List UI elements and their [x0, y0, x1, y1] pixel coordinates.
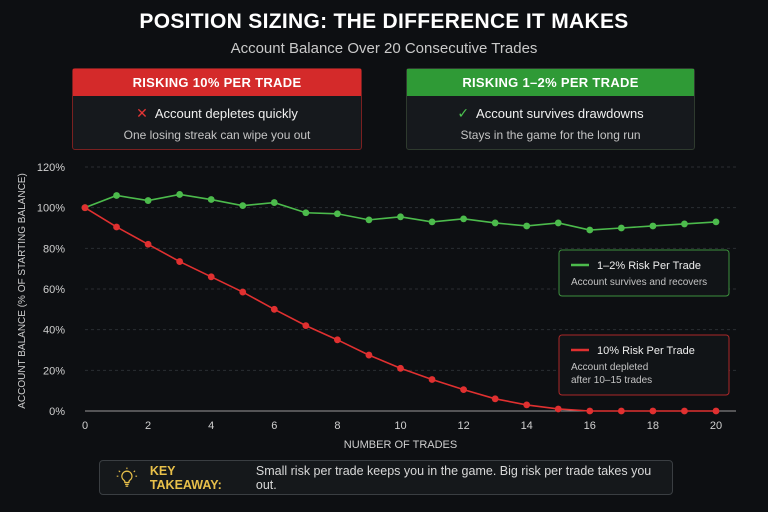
data-point: [334, 336, 341, 344]
data-point: [649, 407, 657, 415]
data-point: [586, 407, 594, 415]
x-tick-label: 20: [710, 420, 722, 432]
key-takeaway-text: Small risk per trade keeps you in the ga…: [255, 463, 652, 492]
data-point: [712, 218, 720, 226]
data-point: [681, 407, 688, 415]
legend-box: [558, 334, 730, 396]
data-point: [460, 215, 467, 223]
data-point: [365, 216, 373, 224]
data-point: [491, 395, 499, 403]
data-point: [302, 322, 310, 329]
data-point: [270, 305, 278, 313]
data-point: [491, 219, 499, 227]
x-tick-label: 8: [334, 420, 340, 432]
data-point: [554, 219, 562, 227]
y-tick-label: 0%: [49, 406, 65, 418]
data-point: [239, 202, 247, 210]
data-point: [81, 204, 89, 212]
data-point: [460, 386, 467, 394]
data-point: [397, 213, 404, 221]
data-point: [617, 224, 625, 232]
data-point: [649, 222, 657, 230]
data-point: [523, 222, 531, 230]
data-point: [302, 209, 310, 217]
data-point: [681, 220, 688, 228]
high-risk-card-line1: Account depletes quickly: [154, 106, 298, 121]
data-point: [239, 288, 247, 296]
data-point: [207, 196, 215, 203]
key-takeaway-label: KEY TAKEAWAY:: [149, 463, 222, 492]
high-risk-card: RISKING 10% PER TRADE ✕ Account depletes …: [72, 68, 362, 150]
legend-label: 10% Risk Per Trade: [597, 345, 695, 357]
data-point: [270, 199, 278, 206]
y-tick-label: 40%: [43, 325, 65, 337]
data-point: [176, 191, 184, 198]
data-point: [176, 258, 184, 265]
high-risk-card-heading: RISKING 10% PER TRADE: [73, 69, 361, 96]
data-point: [586, 226, 594, 234]
data-point: [428, 218, 436, 226]
data-point: [113, 223, 120, 231]
check-icon: ✓: [457, 105, 470, 121]
x-tick-label: 2: [145, 420, 151, 432]
y-tick-label: 80%: [43, 243, 65, 255]
data-point: [523, 401, 531, 409]
balance-line-chart: 0% 20% 40% 60% 80% 100% 120% 0 2 4 6 8 10 12 14 16 18 20 N…: [17, 162, 736, 451]
low-risk-card-heading: RISKING 1–2% PER TRADE: [407, 69, 694, 96]
y-axis-label: ACCOUNT BALANCE (% OF STARTING BALANCE): [17, 173, 28, 409]
lightbulb-icon: [116, 467, 138, 487]
x-tick-label: 10: [394, 420, 406, 432]
low-risk-card-line1: Account survives drawdowns: [476, 106, 644, 121]
cross-icon: ✕: [136, 105, 148, 121]
y-tick-label: 20%: [43, 365, 65, 377]
x-tick-label: 4: [208, 420, 214, 432]
page-subtitle: Account Balance Over 20 Consecutive Trad…: [230, 40, 538, 57]
data-point: [365, 351, 373, 359]
y-tick-label: 60%: [43, 284, 65, 296]
y-tick-label: 100%: [37, 203, 65, 215]
low-risk-card-line2: Stays in the game for the long run: [460, 128, 641, 142]
x-tick-label: 12: [457, 420, 469, 432]
x-tick-label: 16: [584, 420, 596, 432]
legend-note: after 10–15 trades: [571, 375, 652, 386]
data-point: [554, 405, 562, 413]
low-risk-card: RISKING 1–2% PER TRADE ✓ Account survives…: [406, 68, 695, 150]
data-point: [334, 210, 341, 218]
page-title: POSITION SIZING: THE DIFFERENCE IT MAKES: [139, 10, 629, 33]
data-point: [207, 273, 215, 281]
data-point: [144, 197, 152, 204]
data-point: [144, 240, 152, 248]
data-point: [617, 407, 625, 415]
x-tick-label: 0: [82, 420, 88, 432]
key-takeaway-banner: KEY TAKEAWAY: Small risk per trade keeps…: [99, 460, 673, 495]
legend-note: Account depleted: [571, 362, 648, 373]
x-tick-label: 6: [271, 420, 277, 432]
x-tick-label: 18: [647, 420, 659, 432]
x-axis-label: NUMBER OF TRADES: [344, 439, 457, 451]
data-point: [113, 192, 120, 199]
data-point: [712, 407, 720, 415]
y-tick-label: 120%: [37, 162, 65, 174]
legend-note: Account survives and recovers: [571, 277, 707, 288]
data-point: [428, 376, 436, 383]
high-risk-card-line2: One losing streak can wipe you out: [123, 128, 311, 142]
x-tick-label: 14: [521, 420, 533, 432]
legend-box: [558, 249, 730, 297]
data-point: [397, 364, 404, 372]
legend-label: 1–2% Risk Per Trade: [597, 260, 701, 272]
